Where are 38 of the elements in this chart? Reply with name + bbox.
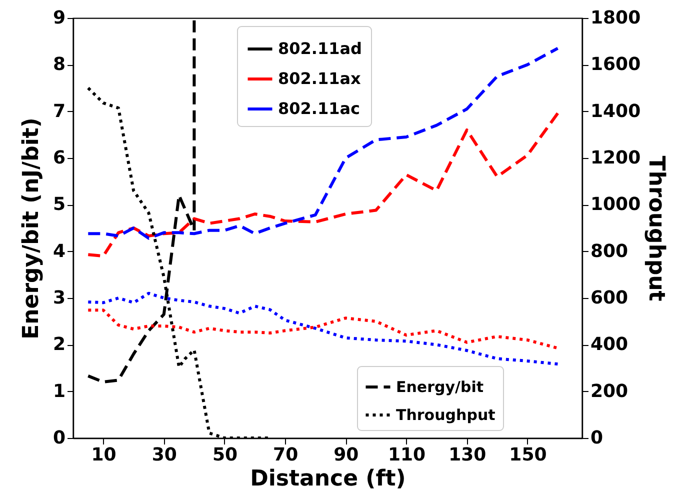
x-tick-label: 110 [388, 444, 426, 466]
y2-tick-label: 200 [590, 380, 628, 402]
y-tick-label: 8 [52, 54, 66, 76]
y2-tick-label: 1600 [590, 54, 641, 76]
annotation: Energy/bit [396, 378, 484, 396]
y-tick-label: 9 [52, 8, 66, 28]
x-tick-label: 10 [91, 444, 116, 466]
x-tick-label: 30 [152, 444, 177, 466]
y2-tick-label: 1000 [590, 194, 641, 216]
y-tick-label: 4 [52, 240, 66, 262]
y2-tick-label: 800 [590, 240, 628, 262]
y2-tick-label: 1800 [590, 8, 641, 28]
y-tick-label: 7 [52, 100, 66, 122]
y-tick-label: 3 [52, 288, 66, 308]
y-tick-label: 2 [52, 334, 66, 356]
y-tick-label: 1 [52, 380, 66, 402]
x-axis-title: Distance (ft) [250, 466, 406, 492]
x-tick-label: 70 [273, 444, 298, 466]
y-tick-label: 0 [52, 428, 66, 448]
x-tick-label: 150 [509, 444, 547, 466]
y-tick-label: 5 [52, 194, 66, 216]
line-series [86, 292, 560, 366]
x-tick-label: 50 [212, 444, 238, 466]
x-tick-label: 130 [448, 444, 486, 466]
y2-tick-label: 600 [590, 288, 628, 308]
y-tick-label: 6 [52, 148, 66, 168]
legend-label: 802.11ax [278, 69, 362, 88]
x-tick-label: 90 [334, 444, 359, 466]
line-series [86, 308, 560, 350]
legend-label: 802.11ac [278, 99, 360, 118]
annotation: Throughput [396, 406, 496, 424]
y-axis-title: Energy/bit (nJ/bit) [18, 118, 44, 340]
y2-axis-title: Throughput [644, 156, 669, 302]
legend-label: 802.11ad [278, 39, 362, 58]
y2-tick-label: 0 [590, 428, 604, 448]
y2-tick-label: 400 [590, 334, 628, 356]
y2-tick-label: 1200 [590, 148, 641, 168]
y2-tick-label: 1400 [590, 100, 641, 122]
